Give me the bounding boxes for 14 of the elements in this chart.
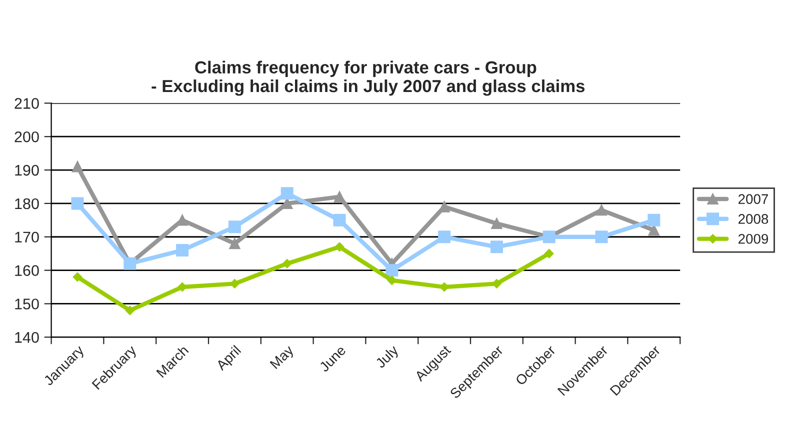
- y-tick-label: 140: [15, 332, 39, 343]
- x-tick-label: May: [270, 344, 296, 372]
- legend-label: 2009: [738, 234, 768, 244]
- y-tick-label: 200: [14, 131, 39, 142]
- y-tick-label: 170: [15, 232, 39, 243]
- legend-label: 2007: [738, 194, 768, 204]
- y-tick-label: 160: [15, 265, 39, 276]
- y-tick-label: 210: [14, 98, 39, 109]
- legend-label: 2008: [738, 214, 768, 224]
- y-tick-label: 190: [15, 164, 39, 176]
- y-tick-label: 150: [15, 298, 39, 310]
- x-tick-label: July: [374, 344, 402, 371]
- y-tick-label: 180: [15, 198, 39, 210]
- chart-title: Claims frequency for private cars - Group - Excluding hail claims in July 2007 and glass claims: [152, 60, 585, 96]
